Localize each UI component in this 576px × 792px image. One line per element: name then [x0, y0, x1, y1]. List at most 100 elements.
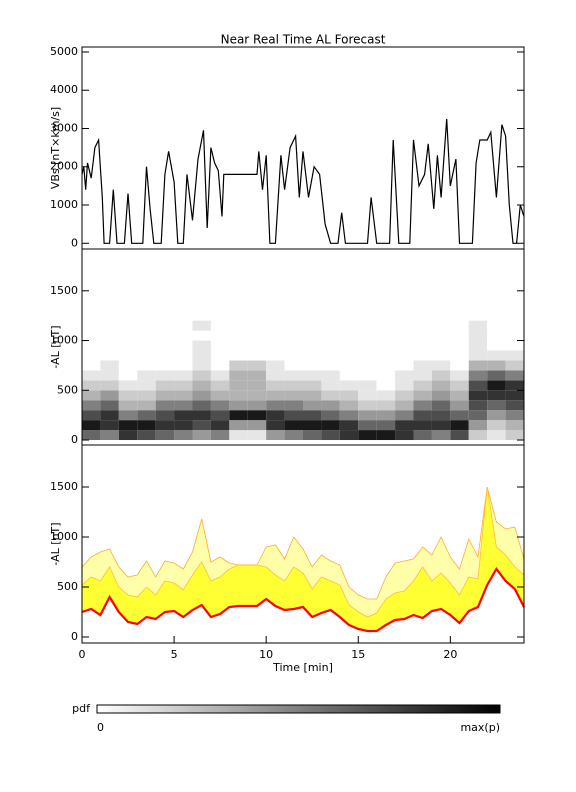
pdf-cell — [284, 340, 303, 351]
pdf-cell — [174, 430, 193, 441]
pdf-cell — [284, 330, 303, 341]
pdf-cell — [137, 380, 156, 391]
pdf-cell — [210, 360, 230, 371]
pdf-cell — [100, 400, 119, 411]
pdf-cell — [118, 400, 138, 411]
pdf-cell — [137, 330, 156, 341]
pdf-cell — [358, 400, 377, 411]
pdf-cell — [395, 430, 414, 441]
pdf-cell — [339, 430, 359, 441]
pdf-cell — [82, 350, 101, 361]
pdf-cell — [155, 350, 175, 361]
pdf-cell — [229, 380, 248, 391]
pdf-cell — [431, 330, 451, 341]
colorbar-tick-label: max(p) — [460, 721, 500, 734]
y-tick-label: 0 — [71, 630, 78, 643]
pdf-cell — [321, 410, 340, 421]
pdf-cell — [321, 360, 340, 371]
pdf-cell — [174, 400, 193, 411]
y-tick-label: 2000 — [50, 160, 78, 173]
pdf-cell — [505, 400, 524, 411]
pdf-cell — [247, 330, 267, 341]
pdf-cell — [210, 320, 230, 331]
pdf-cell — [468, 370, 488, 381]
pdf-cell — [413, 320, 432, 331]
y-tick-label: 1500 — [50, 284, 78, 297]
pdf-cell — [192, 390, 211, 401]
pdf-cell — [358, 390, 377, 401]
chart-title: Near Real Time AL Forecast — [221, 33, 386, 47]
pdf-cell — [303, 320, 322, 331]
pdf-cell — [229, 320, 248, 331]
pdf-cell — [431, 360, 451, 371]
pdf-cell — [358, 320, 377, 331]
pdf-cell — [505, 420, 524, 431]
pdf-cell — [450, 410, 469, 421]
pdf-cell — [118, 390, 138, 401]
pdf-cell — [468, 320, 488, 331]
pdf-cell — [395, 420, 414, 431]
pdf-cell — [247, 430, 267, 441]
pdf-cell — [395, 390, 414, 401]
pdf-cell — [487, 420, 506, 431]
pdf-cell — [431, 350, 451, 361]
pdf-cell — [137, 390, 156, 401]
pdf-cell — [431, 380, 451, 391]
pdf-cell — [487, 330, 506, 341]
pdf-cell — [413, 380, 432, 391]
pdf-cell — [174, 410, 193, 421]
y-tick-label: 1500 — [50, 480, 78, 493]
pdf-cell — [82, 390, 101, 401]
pdf-cell — [192, 360, 211, 371]
pdf-cell — [487, 370, 506, 381]
pdf-cell — [174, 340, 193, 351]
pdf-cell — [284, 380, 303, 391]
pdf-cell — [487, 340, 506, 351]
pdf-cell — [82, 410, 101, 421]
pdf-cell — [82, 380, 101, 391]
pdf-cell — [505, 370, 524, 381]
pdf-cell — [376, 350, 396, 361]
pdf-cell — [118, 380, 138, 391]
pdf-cell — [339, 370, 359, 381]
pdf-cell — [247, 350, 267, 361]
pdf-cell — [413, 400, 432, 411]
y-tick-label: 1000 — [50, 198, 78, 211]
pdf-cell — [450, 420, 469, 431]
pdf-cell — [210, 340, 230, 351]
pdf-cell — [155, 410, 175, 421]
pdf-cell — [468, 350, 488, 361]
pdf-cell — [413, 330, 432, 341]
pdf-cell — [431, 370, 451, 381]
pdf-cell — [450, 320, 469, 331]
pdf-cell — [468, 390, 488, 401]
panel-frame — [81, 46, 525, 250]
pdf-cell — [192, 380, 211, 391]
pdf-cell — [321, 320, 340, 331]
pdf-cell — [431, 410, 451, 421]
pdf-cell — [321, 330, 340, 341]
pdf-cell — [303, 370, 322, 381]
pdf-cell — [82, 400, 101, 411]
pdf-cell — [284, 360, 303, 371]
pdf-cell — [339, 390, 359, 401]
pdf-cell — [229, 420, 248, 431]
pdf-cell — [229, 400, 248, 411]
y-axis-label: VBs [nT×km/s] — [49, 107, 62, 189]
pdf-cell — [266, 320, 285, 331]
pdf-cell — [137, 340, 156, 351]
pdf-cell — [266, 390, 285, 401]
pdf-cell — [431, 420, 451, 431]
pdf-cell — [266, 370, 285, 381]
colorbar-tick-label: 0 — [97, 721, 104, 734]
x-tick-label: 0 — [79, 648, 86, 661]
pdf-cell — [487, 410, 506, 421]
pdf-cell — [174, 350, 193, 361]
pdf-cell — [229, 410, 248, 421]
pdf-cell — [303, 400, 322, 411]
pdf-cell — [118, 350, 138, 361]
pdf-cell — [431, 320, 451, 331]
pdf-cell — [505, 340, 524, 351]
pdf-cell — [431, 430, 451, 441]
